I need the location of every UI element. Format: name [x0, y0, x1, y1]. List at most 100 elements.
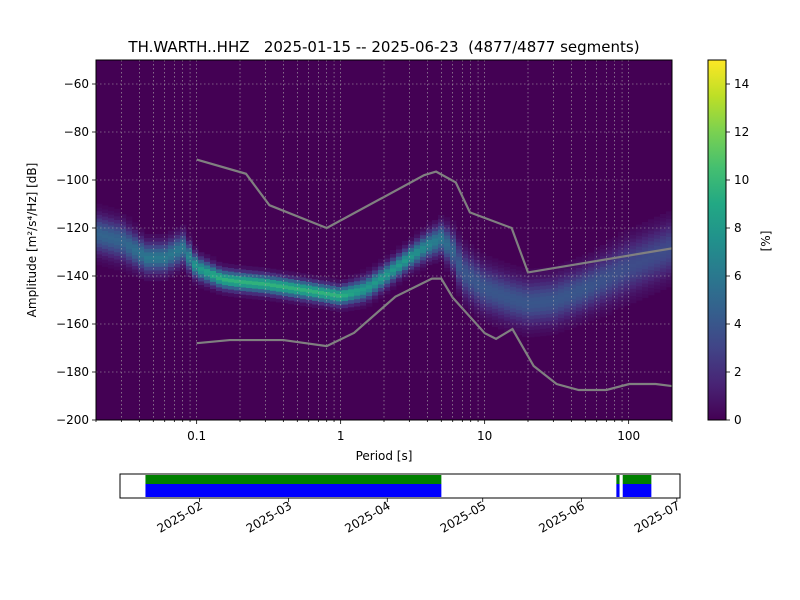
psd-density-cell [666, 211, 672, 216]
psd-density-cell [528, 304, 535, 309]
psd-density-cell [450, 260, 457, 265]
psd-density-cell [450, 238, 457, 243]
psd-density-cell [468, 290, 475, 295]
psd-density-cell [498, 292, 505, 297]
psd-density-cell [96, 254, 103, 259]
psd-density-cell [522, 329, 529, 334]
psd-density-cell [588, 302, 595, 307]
psd-density-cell [492, 258, 499, 263]
psd-density-cell [282, 281, 289, 286]
psd-density-cell [336, 282, 343, 287]
psd-density-cell [624, 294, 631, 299]
psd-density-cell [612, 240, 619, 245]
psd-density-cell [462, 246, 469, 251]
psd-density-cell [258, 285, 265, 290]
psd-density-cell [498, 260, 505, 265]
psd-density-cell [636, 246, 643, 251]
psd-density-cell [570, 266, 577, 271]
psd-density-cell [396, 249, 403, 254]
psd-density-cell [312, 293, 319, 298]
psd-density-cell [354, 298, 361, 303]
psd-density-cell [582, 308, 589, 313]
psd-density-cell [300, 287, 307, 292]
psd-density-cell [534, 278, 541, 283]
psd-density-cell [468, 258, 475, 263]
psd-density-cell [252, 273, 259, 278]
psd-density-cell [522, 314, 529, 319]
psd-density-cell [162, 251, 169, 256]
psd-density-cell [516, 302, 523, 307]
psd-density-cell [378, 294, 385, 299]
psd-density-cell [462, 243, 469, 248]
psd-density-cell [450, 256, 457, 261]
psd-density-cell [270, 286, 277, 291]
psd-density-cell [564, 290, 571, 295]
psd-density-cell [378, 269, 385, 274]
psd-density-cell [396, 252, 403, 257]
psd-density-cell [474, 313, 481, 318]
psd-density-cell [534, 329, 541, 334]
psd-density-cell [486, 313, 493, 318]
psd-density-cell [348, 288, 355, 293]
psd-density-cell [648, 284, 655, 289]
psd-density-cell [564, 311, 571, 316]
y-tick-label: −100 [56, 173, 89, 187]
data-available-bar [145, 475, 442, 484]
psd-density-cell [504, 284, 511, 289]
psd-density-cell [546, 317, 553, 322]
psd-density-cell [138, 264, 145, 269]
psd-density-cell [474, 291, 481, 296]
psd-density-cell [168, 245, 175, 250]
psd-density-cell [642, 272, 649, 277]
psd-density-cell [618, 282, 625, 287]
psd-density-cell [102, 216, 109, 221]
psd-density-cell [156, 234, 163, 238]
psd-density-cell [540, 278, 547, 283]
psd-density-cell [624, 280, 631, 285]
psd-density-cell [348, 278, 355, 283]
psd-density-cell [654, 234, 661, 239]
psd-density-cell [360, 305, 367, 310]
psd-density-cell [354, 280, 361, 285]
psd-density-cell [660, 257, 667, 262]
psd-density-cell [498, 303, 505, 308]
psd-density-cell [492, 269, 499, 274]
psd-density-cell [360, 283, 367, 288]
psd-density-cell [132, 247, 139, 252]
psd-density-cell [354, 277, 361, 282]
psd-density-cell [246, 291, 253, 296]
psd-density-cell [300, 284, 307, 289]
psd-density-cell [174, 234, 181, 239]
psd-density-cell [588, 292, 595, 297]
timeline-bars [145, 475, 652, 497]
psd-density-cell [120, 257, 127, 262]
psd-density-cell [480, 260, 487, 265]
psd-density-cell [156, 255, 163, 260]
psd-density-cell [402, 244, 409, 249]
psd-density-cell [144, 259, 151, 264]
psd-density-cell [624, 251, 631, 256]
psd-density-cell [276, 291, 283, 296]
psd-density-cell [630, 256, 637, 261]
psd-density-cell [396, 281, 403, 286]
psd-density-cell [522, 278, 529, 283]
psd-density-cell [636, 231, 643, 236]
psd-density-cell [600, 284, 607, 289]
psd-density-cell [582, 268, 589, 273]
psd-density-cell [606, 300, 613, 305]
psd-density-cell [648, 269, 655, 274]
psd-density-cell [168, 237, 175, 242]
psd-density-cell [504, 327, 511, 332]
psd-density-cell [552, 326, 559, 331]
psd-density-cell [510, 297, 517, 302]
psd-density-cell [510, 318, 517, 323]
psd-density-cell [642, 243, 649, 248]
psd-density-cell [192, 267, 199, 272]
psd-density-cell [534, 311, 541, 316]
psd-density-cell [486, 317, 493, 322]
psd-density-cell [570, 302, 577, 307]
psd-density-cell [324, 295, 331, 300]
psd-density-cell [390, 282, 397, 287]
psd-density-cell [534, 275, 541, 280]
psd-density-cell [612, 302, 619, 307]
